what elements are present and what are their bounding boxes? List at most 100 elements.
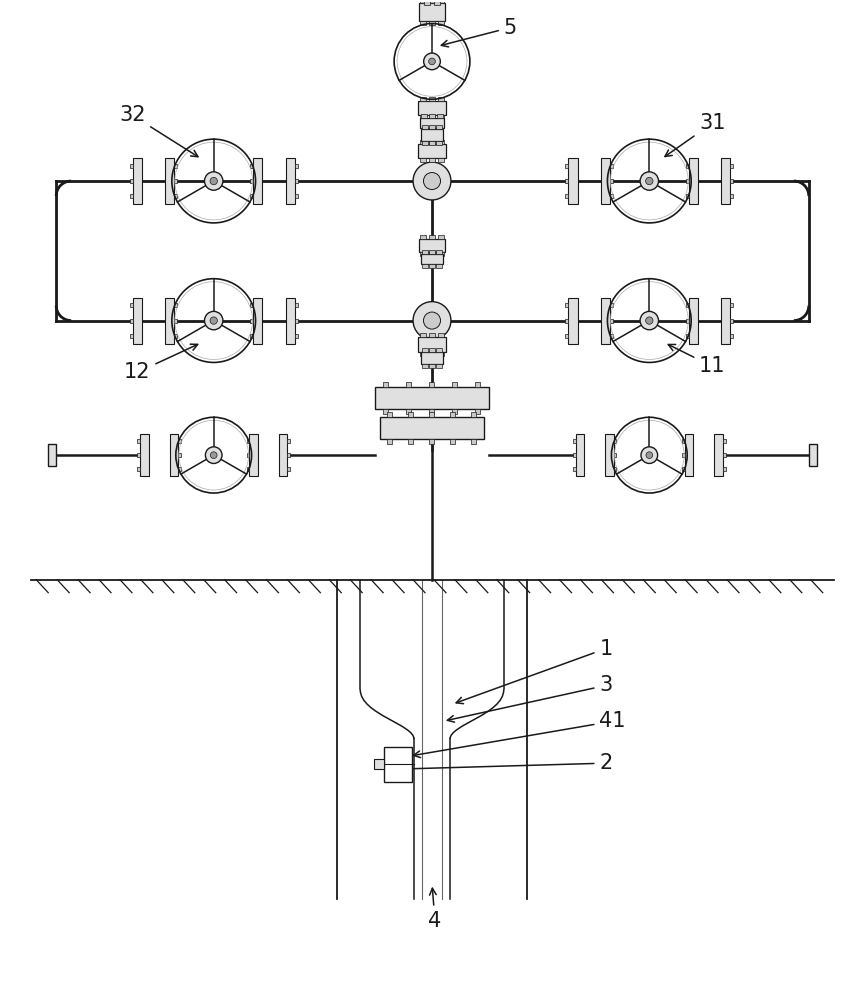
Bar (408, 412, 413, 417)
Bar (606, 434, 613, 476)
Bar (295, 164, 298, 168)
Bar (686, 303, 689, 307)
Bar (138, 453, 140, 457)
Text: 12: 12 (124, 344, 198, 382)
Bar (406, 409, 411, 414)
Bar (439, 140, 445, 144)
Text: 31: 31 (665, 113, 726, 157)
Bar (285, 298, 295, 344)
Circle shape (210, 177, 217, 185)
Bar (250, 319, 253, 323)
Bar (438, 21, 444, 25)
Bar (714, 434, 722, 476)
Bar (174, 194, 177, 198)
Bar (722, 467, 726, 471)
Bar (721, 298, 730, 344)
Text: 41: 41 (413, 711, 626, 758)
Bar (138, 467, 140, 471)
Bar (730, 164, 734, 168)
Bar (436, 125, 442, 129)
Text: 3: 3 (447, 675, 612, 722)
Bar (439, 97, 445, 101)
Bar (686, 179, 689, 183)
Bar (809, 444, 817, 466)
Bar (250, 303, 253, 307)
Bar (429, 333, 435, 337)
Bar (418, 337, 446, 352)
Circle shape (429, 58, 435, 65)
Bar (429, 114, 435, 118)
Bar (429, 140, 435, 144)
Circle shape (640, 172, 658, 190)
Bar (610, 164, 612, 168)
Circle shape (413, 302, 451, 340)
Circle shape (645, 177, 653, 185)
Bar (450, 439, 455, 444)
Bar (174, 179, 177, 183)
Bar (420, 140, 426, 144)
Bar (600, 158, 610, 204)
Bar (429, 158, 435, 162)
Circle shape (210, 317, 217, 324)
Bar (420, 333, 426, 337)
Circle shape (645, 317, 653, 324)
Bar (383, 409, 388, 414)
Bar (421, 254, 443, 264)
Bar (439, 115, 445, 119)
Bar (420, 252, 426, 256)
Circle shape (424, 312, 440, 329)
Bar (721, 158, 730, 204)
Bar (420, 115, 426, 119)
Bar (420, 97, 426, 101)
Bar (132, 158, 142, 204)
Bar (287, 453, 290, 457)
Bar (388, 439, 392, 444)
Bar (610, 303, 612, 307)
Bar (140, 434, 149, 476)
Bar (429, 115, 435, 119)
Bar (178, 453, 181, 457)
Bar (250, 164, 253, 168)
Bar (174, 319, 177, 323)
Bar (682, 467, 685, 471)
Bar (420, 0, 426, 3)
Bar (253, 158, 262, 204)
Circle shape (640, 311, 658, 330)
Bar (568, 298, 578, 344)
Bar (429, 235, 435, 239)
Bar (437, 114, 443, 118)
Bar (375, 759, 384, 769)
Bar (566, 334, 568, 338)
Bar (421, 114, 427, 118)
Bar (722, 439, 726, 443)
Circle shape (646, 452, 652, 458)
Bar (436, 250, 442, 254)
Bar (375, 387, 490, 409)
Text: 11: 11 (669, 344, 726, 376)
Bar (436, 141, 442, 145)
Bar (253, 298, 262, 344)
Circle shape (424, 173, 440, 190)
Bar (613, 453, 617, 457)
Bar (722, 453, 726, 457)
Bar (730, 303, 734, 307)
Text: 1: 1 (456, 639, 612, 704)
Bar (450, 412, 455, 417)
Bar (682, 453, 685, 457)
Text: 5: 5 (441, 18, 517, 47)
Bar (419, 239, 445, 252)
Bar (178, 467, 181, 471)
Bar (730, 194, 734, 198)
Bar (130, 319, 132, 323)
Bar (429, 250, 435, 254)
Bar (250, 194, 253, 198)
Bar (429, 412, 434, 417)
Bar (174, 303, 177, 307)
Text: 32: 32 (119, 105, 198, 157)
Bar (566, 164, 568, 168)
Bar (429, 21, 435, 25)
Circle shape (413, 162, 451, 200)
Bar (613, 439, 617, 443)
Circle shape (205, 447, 222, 463)
Bar (429, 409, 434, 414)
